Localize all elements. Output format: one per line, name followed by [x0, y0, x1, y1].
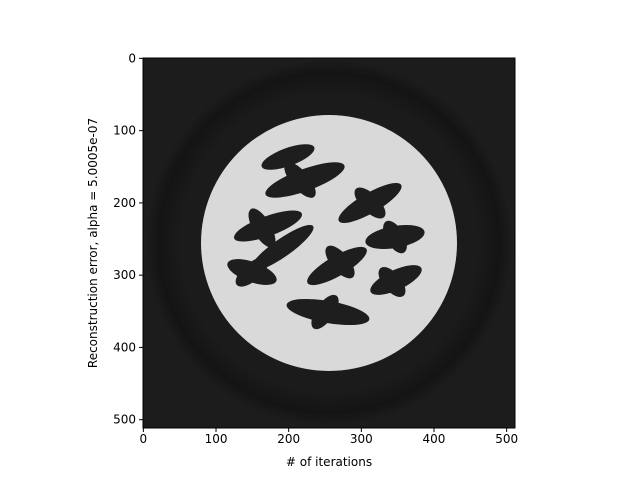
x-axis-label: # of iterations	[286, 455, 372, 469]
y-tick-label: 300	[113, 268, 136, 282]
image	[143, 58, 515, 428]
x-tick-label: 300	[350, 432, 373, 446]
x-tick-label: 200	[277, 432, 300, 446]
image-blobs	[227, 144, 425, 330]
y-axis-label: Reconstruction error, alpha = 5.0005e-07	[86, 118, 100, 368]
axes-frame	[142, 57, 516, 429]
y-tick-label: 0	[128, 51, 136, 65]
x-tick-label: 400	[423, 432, 446, 446]
y-tick-label: 500	[113, 413, 136, 427]
y-tick-label: 200	[113, 196, 136, 210]
x-tick-label: 100	[205, 432, 228, 446]
y-tick-label: 100	[113, 124, 136, 138]
y-tick-label: 400	[113, 340, 136, 354]
image-disk	[201, 115, 457, 371]
x-tick-label: 500	[495, 432, 518, 446]
x-tick-label: 0	[140, 432, 148, 446]
